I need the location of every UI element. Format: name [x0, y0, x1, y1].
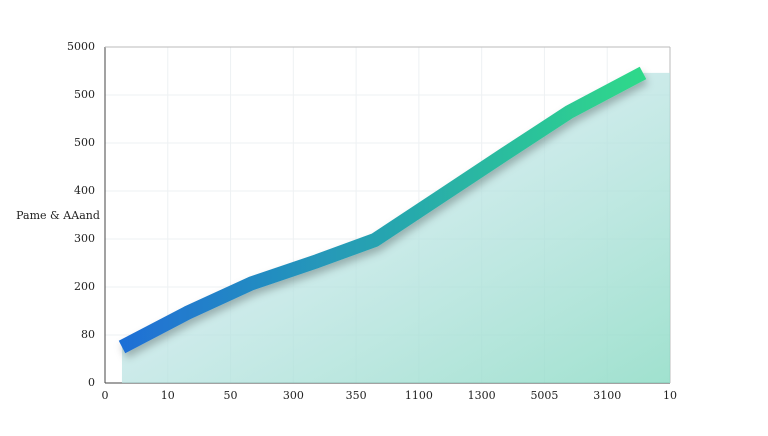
line	[118, 66, 647, 354]
x-tick-label: 1300	[468, 389, 496, 402]
x-tick-label: 300	[283, 389, 304, 402]
y-tick-label: 200	[74, 280, 95, 293]
y-tick-label: 300	[74, 232, 95, 245]
y-tick-label: 400	[74, 184, 95, 197]
x-tick-label: 3100	[593, 389, 621, 402]
y-axis-label: Pame & AAand	[16, 209, 100, 222]
x-tick-label: 350	[346, 389, 367, 402]
y-tick-label: 5000	[67, 40, 95, 53]
y-tick-label: 80	[81, 328, 95, 341]
x-tick-label: 10	[663, 389, 677, 402]
x-tick-label: 10	[161, 389, 175, 402]
x-tick-label: 0	[102, 389, 109, 402]
x-tick-label: 1100	[405, 389, 433, 402]
y-tick-label: 500	[74, 88, 95, 101]
y-tick-label: 0	[88, 376, 95, 389]
x-tick-label: 5005	[530, 389, 558, 402]
y-tick-label: 500	[74, 136, 95, 149]
x-tick-label: 50	[224, 389, 238, 402]
